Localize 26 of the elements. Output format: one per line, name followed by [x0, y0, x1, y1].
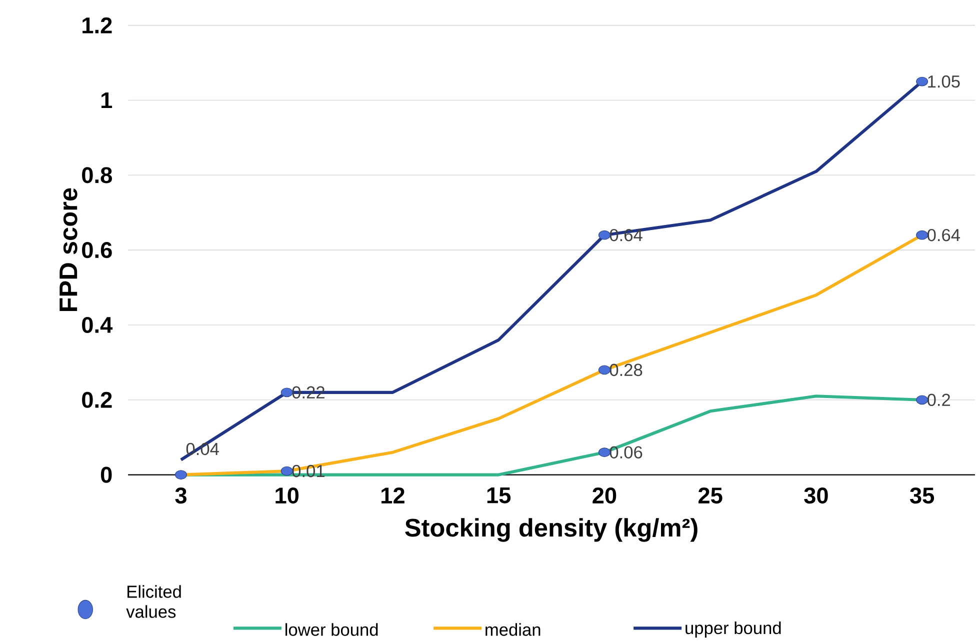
x-tick-label: 35 — [910, 488, 934, 504]
data-label: 0.64 — [927, 229, 960, 242]
y-tick-label: 0.8 — [82, 167, 112, 184]
y-tick-label: 0.4 — [82, 317, 113, 334]
y-tick-label: 0.2 — [82, 392, 112, 408]
y-tick-label: 1 — [101, 92, 112, 108]
x-axis-title: Stocking density (kg/m²) — [405, 518, 698, 542]
y-tick-label: 1.2 — [82, 18, 112, 34]
legend-label: lower bound — [286, 623, 378, 636]
data-label: 0.06 — [610, 446, 642, 459]
x-tick-label: 10 — [276, 488, 299, 504]
y-tick-label: 0 — [100, 467, 112, 484]
x-tick-label: 3 — [175, 488, 186, 504]
x-tick-label: 20 — [592, 488, 616, 504]
y-axis-title: FPD score — [60, 188, 78, 312]
x-tick-label: 30 — [804, 488, 828, 504]
data-label: 0.2 — [927, 394, 950, 406]
data-label: 0.28 — [610, 364, 642, 376]
legend-label: upper bound — [686, 622, 781, 638]
x-tick-label: 12 — [382, 488, 404, 504]
x-tick-label: 25 — [698, 488, 722, 504]
legend-label: median — [486, 623, 540, 636]
x-tick-label: 15 — [487, 488, 511, 504]
y-tick-label: 0.6 — [82, 242, 112, 258]
data-label: 1.05 — [928, 76, 960, 88]
legend-label: Elicited values — [126, 585, 181, 618]
